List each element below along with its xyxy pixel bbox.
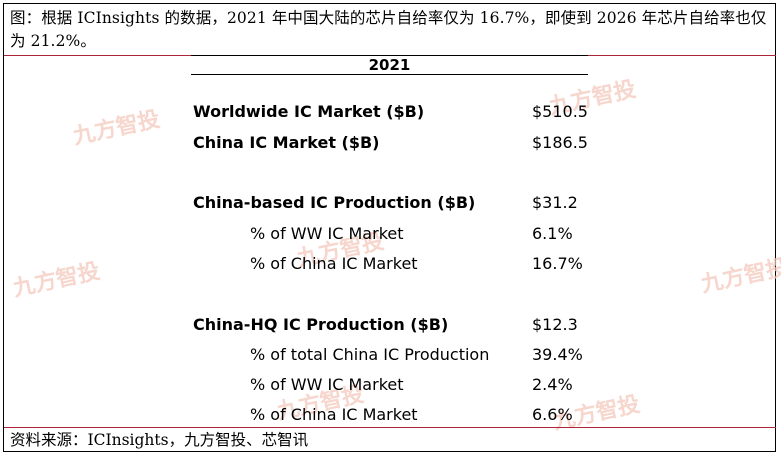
row-label: % of total China IC Production xyxy=(250,345,490,364)
row-label: % of China IC Market xyxy=(250,405,418,424)
row-label: % of WW IC Market xyxy=(250,224,404,243)
row-label: China-based IC Production ($B) xyxy=(193,193,476,212)
row-value: 2.4% xyxy=(532,375,573,394)
figure-caption: 图：根据 ICInsights 的数据，2021 年中国大陆的芯片自给率仅为 1… xyxy=(10,9,767,50)
row-label: Worldwide IC Market ($B) xyxy=(193,102,425,121)
row-label: China IC Market ($B) xyxy=(193,133,380,152)
figure-frame xyxy=(3,3,776,452)
row-value: 39.4% xyxy=(532,345,583,364)
row-value: $510.5 xyxy=(532,102,588,121)
row-label: % of WW IC Market xyxy=(250,375,404,394)
row-label: China-HQ IC Production ($B) xyxy=(193,315,449,334)
row-value: $31.2 xyxy=(532,193,578,212)
row-value: $12.3 xyxy=(532,315,578,334)
table-top-rule xyxy=(191,55,588,56)
source-note: 资料来源：ICInsights，九方智投、芯智讯 xyxy=(10,431,309,449)
row-label: % of China IC Market xyxy=(250,254,418,273)
row-value: $186.5 xyxy=(532,133,588,152)
row-value: 6.6% xyxy=(532,405,573,424)
table-header-rule xyxy=(191,74,588,75)
row-value: 6.1% xyxy=(532,224,573,243)
row-value: 16.7% xyxy=(532,254,583,273)
table-year-header: 2021 xyxy=(368,56,411,74)
source-divider xyxy=(4,427,776,428)
